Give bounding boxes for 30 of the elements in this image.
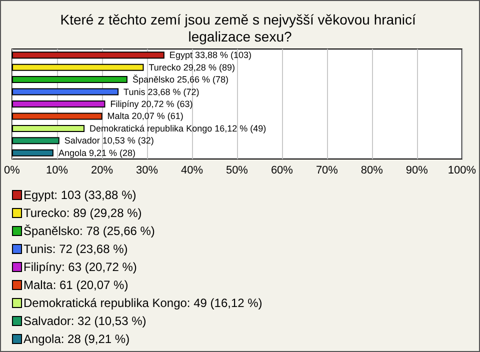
legend-label: Angola: 28 (9,21 %)	[24, 332, 130, 346]
legend-label: Demokratická republika Kongo: 49 (16,12 %)	[24, 296, 262, 310]
x-tick-label: 40%	[180, 164, 204, 176]
legend-label: Egypt: 103 (33,88 %)	[24, 188, 136, 202]
x-tick-label: 20%	[90, 164, 114, 176]
legend-label: Španělsko: 78 (25,66 %)	[24, 224, 155, 238]
x-tick-label: 10%	[46, 164, 68, 176]
x-tick-label: 50%	[226, 164, 248, 176]
x-tick-label: 30%	[136, 164, 158, 176]
data-label: Egypt 33,88 % (103)	[169, 50, 252, 60]
data-label: Španělsko 25,66 % (78)	[132, 74, 229, 85]
legend-label: Salvador: 32 (10,53 %)	[24, 314, 146, 328]
data-label: Tunis 23,68 % (72)	[124, 86, 200, 97]
legend-label: Filipíny: 63 (20,72 %)	[24, 260, 137, 274]
data-label: Malta 20,07 % (61)	[107, 111, 184, 122]
data-label: Demokratická republika Kongo 16,12 % (49)	[90, 123, 266, 134]
x-tick-label: 0%	[4, 164, 20, 176]
x-tick-label: 90%	[406, 164, 428, 176]
x-tick-label: 100%	[448, 164, 476, 176]
x-tick-label: 80%	[360, 164, 384, 176]
chart-title: Které z těchto zemí jsou země s nejvyšší věkovou hranicí legalizace sexu?	[60, 12, 420, 44]
data-label: Angola 9,21 % (28)	[58, 148, 136, 158]
data-label: Turecko 29,28 % (89)	[148, 62, 235, 72]
legend-label: Turecko: 89 (29,28 %)	[24, 206, 142, 220]
data-label: Filipíny 20,72 % (63)	[110, 99, 193, 109]
data-label: Salvador 10,53 % (32)	[64, 136, 154, 146]
x-tick-label: 70%	[316, 164, 338, 176]
x-tick-label: 60%	[270, 164, 294, 176]
legend-label: Malta: 61 (20,07 %)	[24, 278, 128, 292]
legend-label: Tunis: 72 (23,68 %)	[24, 242, 128, 256]
